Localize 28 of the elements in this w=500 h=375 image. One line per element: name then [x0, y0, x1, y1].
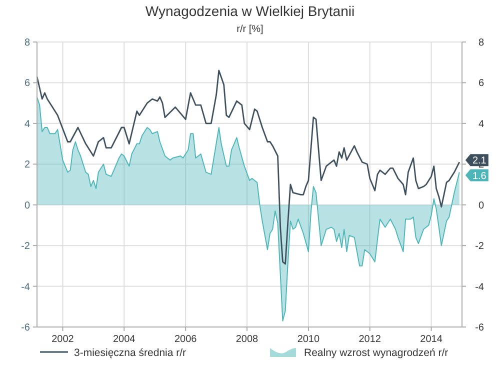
y2-tick-label: -6 [475, 322, 484, 334]
y-tick-label: 2 [24, 160, 30, 171]
chart-subtitle: r/r [%] [236, 24, 264, 35]
legend-label: Realny wzrost wynagrodzeń r/r [304, 347, 449, 359]
x-tick-label: 2010 [297, 334, 320, 345]
y2-tick-label: 0 [478, 200, 484, 212]
chart-title: Wynagodzenia w Wielkiej Brytanii [145, 3, 355, 19]
y2-tick-label: 8 [478, 38, 484, 48]
y-tick-label: -6 [21, 322, 30, 334]
y2-tick-label: -4 [475, 282, 484, 293]
legend-label: 3-miesięczna średnia r/r [74, 347, 187, 359]
x-tick-label: 2008 [236, 334, 259, 345]
y2-tick-label: -2 [475, 241, 484, 252]
y2-tick-label: 4 [478, 118, 484, 130]
y-tick-label: 8 [24, 38, 30, 48]
x-tick-label: 2014 [420, 334, 443, 345]
x-tick-label: 2002 [52, 334, 74, 345]
y-tick-label: -4 [21, 282, 30, 293]
x-tick-label: 2012 [358, 334, 382, 345]
x-tick-label: 2004 [112, 334, 136, 345]
y-tick-label: -2 [21, 241, 30, 252]
line-series [36, 70, 460, 265]
annotation: 1.6 [472, 170, 487, 182]
y-tick-label: 6 [24, 78, 30, 90]
x-tick-label: 2006 [174, 334, 198, 345]
y-tick-label: 4 [24, 118, 30, 130]
y2-tick-label: 6 [478, 78, 484, 90]
y-tick-label: 0 [24, 200, 30, 212]
